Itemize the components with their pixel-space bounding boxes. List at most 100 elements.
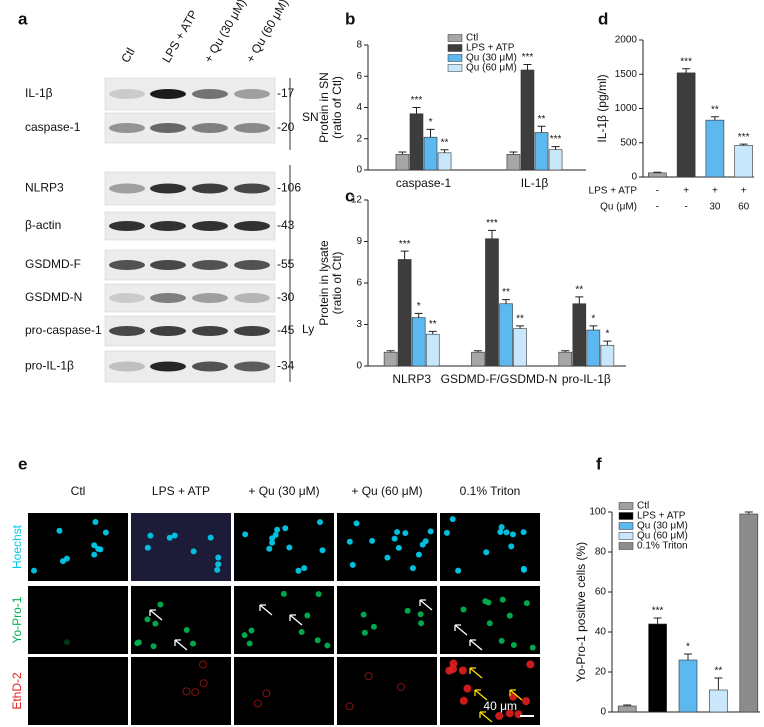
y-tick-label: 1000 (615, 103, 638, 114)
channel-label: Yo-Pro-1 (10, 596, 24, 643)
blot-band (109, 260, 145, 270)
blot-band (150, 221, 186, 231)
bar (734, 145, 753, 178)
cell (391, 535, 398, 542)
cell (262, 689, 271, 698)
bar (676, 72, 696, 178)
legend-swatch (618, 512, 634, 520)
legend-swatch (447, 54, 463, 62)
legend-label: 0.1% Triton (637, 541, 688, 552)
cell (397, 683, 406, 692)
cell (91, 542, 98, 549)
cell (409, 565, 416, 572)
cell (495, 711, 504, 720)
y-tick-label: 40 (595, 627, 607, 638)
cell (370, 623, 377, 630)
x-tick-label: GSDMD-F/GSDMD-N (441, 372, 558, 386)
y-tick-label: 9 (356, 236, 362, 247)
y-tick-label: 500 (620, 137, 637, 148)
cell (369, 537, 376, 544)
blot-band (192, 293, 228, 303)
arrow-head (149, 609, 156, 616)
blot-band (234, 89, 270, 99)
bar (395, 154, 410, 171)
blot-band (234, 123, 270, 133)
cell (282, 525, 289, 532)
y-tick-label: 8 (356, 40, 362, 51)
cell (486, 620, 493, 627)
error-bar (502, 299, 511, 304)
condition-label: LPS + ATP (589, 186, 638, 197)
cell (298, 628, 305, 635)
x-tick-label: pro-IL-1β (562, 372, 611, 386)
error-bar (487, 229, 496, 239)
cell (304, 612, 311, 619)
arrow-head (289, 614, 296, 621)
significance: * (686, 642, 690, 653)
size-label: -34 (277, 359, 295, 373)
error-bar (428, 330, 437, 335)
significance: *** (738, 132, 750, 143)
arrow (174, 639, 188, 651)
error-bar (537, 125, 546, 133)
cell (91, 551, 98, 558)
y-tick-label: 1500 (615, 69, 638, 80)
cell (63, 639, 70, 646)
bar (397, 259, 412, 367)
micrograph (28, 513, 128, 581)
y-tick-label: 6 (356, 71, 362, 82)
bar (423, 136, 438, 171)
bar (425, 333, 440, 367)
cell (455, 567, 462, 574)
y-axis-label: (ratio of Ctl) (330, 76, 344, 139)
cell (253, 699, 262, 708)
panel-letter: e (18, 454, 27, 473)
cell (269, 539, 276, 546)
cell (497, 528, 504, 535)
error-bar (440, 149, 449, 153)
bar (409, 113, 424, 171)
condition-value: + (683, 186, 689, 197)
size-label: -43 (277, 218, 295, 232)
cell (147, 532, 154, 539)
bar (506, 154, 521, 171)
cell (394, 529, 401, 536)
significance: ** (516, 314, 524, 325)
bar (678, 659, 698, 713)
blot-band (109, 221, 145, 231)
arrow-head (469, 667, 476, 674)
significance: *** (680, 56, 692, 67)
error-bar (561, 350, 570, 353)
arrow (149, 609, 163, 621)
micrograph (28, 657, 128, 725)
arrow (479, 711, 493, 723)
cell (248, 627, 255, 634)
size-label: -20 (277, 120, 295, 134)
blot-band (234, 260, 270, 270)
blot-band (192, 123, 228, 133)
bar (513, 328, 527, 367)
bar (383, 351, 398, 367)
cell (266, 545, 273, 552)
blot-band (150, 89, 186, 99)
cell (443, 529, 450, 536)
blot-band (192, 183, 228, 194)
cell (152, 620, 159, 627)
bar (705, 119, 725, 178)
arrow (469, 667, 483, 679)
size-label: -106 (277, 181, 301, 195)
cell (404, 607, 411, 614)
micrograph (234, 657, 334, 725)
blot-band (234, 183, 270, 194)
micrograph (337, 513, 437, 581)
error-bar (509, 151, 518, 155)
error-bar (653, 171, 662, 173)
cell (427, 528, 434, 535)
cell (324, 642, 331, 649)
x-tick-label: caspase-1 (396, 176, 452, 190)
blot-band (109, 183, 145, 194)
blot-band (192, 361, 228, 372)
blot-band (150, 361, 186, 372)
blot-band (150, 183, 186, 194)
panel-letter: a (18, 9, 28, 28)
